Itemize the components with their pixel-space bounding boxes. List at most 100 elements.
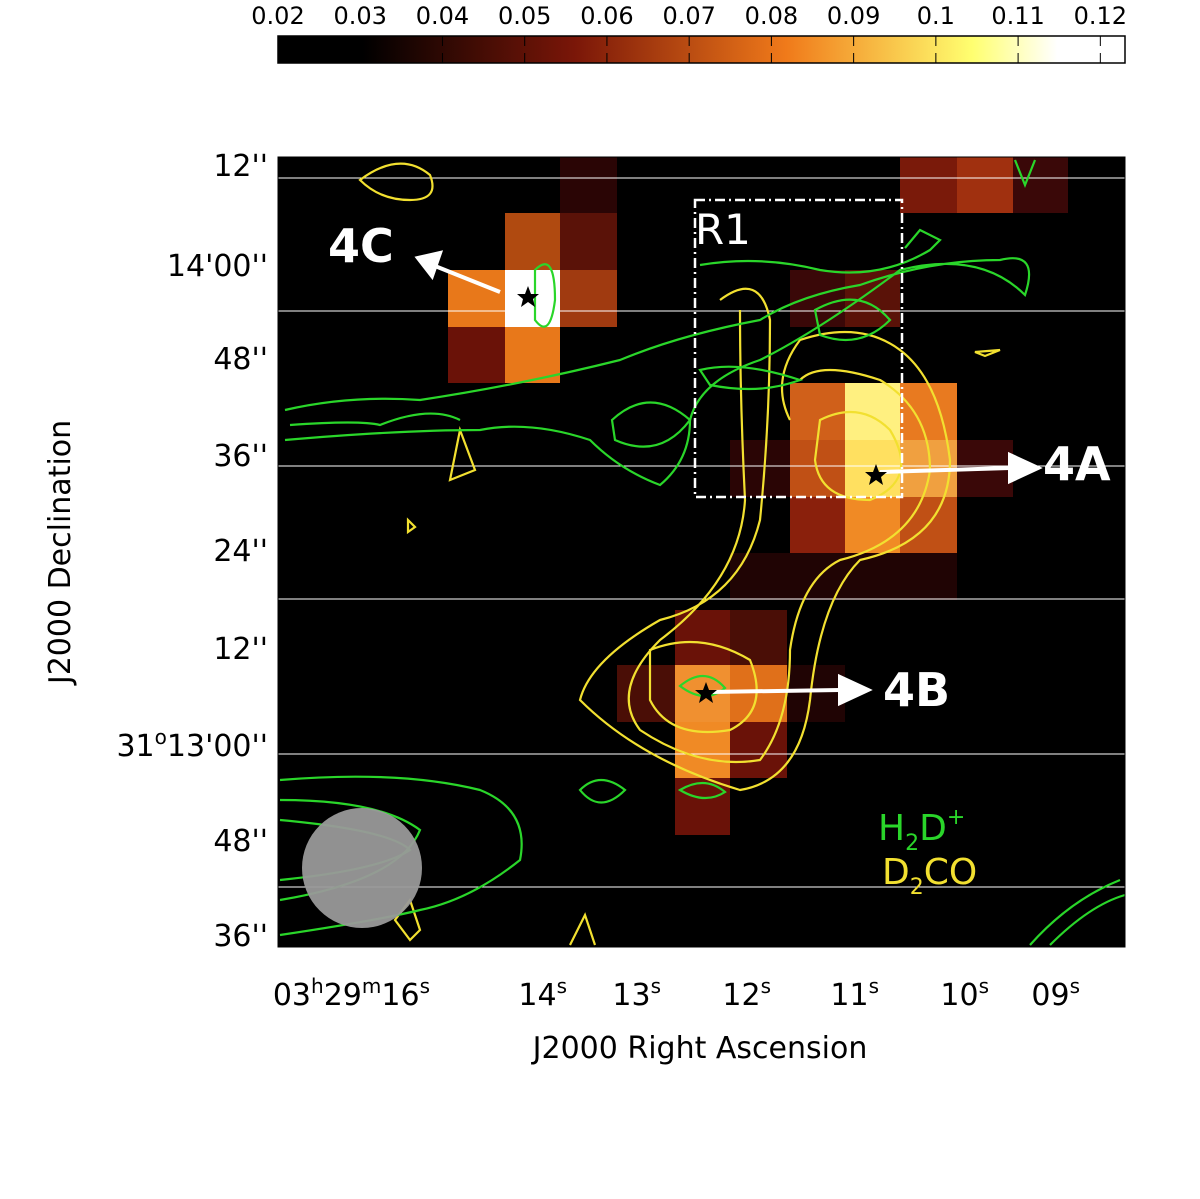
label-4b: 4B: [883, 663, 950, 717]
x-axis-label: J2000 Right Ascension: [531, 1031, 868, 1066]
legend-d2co: D2CO: [882, 852, 977, 900]
y-tick-label: 24'': [213, 534, 268, 569]
heatmap-cell: [730, 553, 957, 600]
heatmap-cell: [448, 327, 505, 383]
x-tick-label: 11s: [830, 974, 879, 1013]
stars: [517, 286, 887, 703]
text-part: s: [1070, 974, 1080, 998]
legend-h2d: H2D+: [878, 805, 965, 856]
text-part: 11: [830, 978, 868, 1013]
text-part: 2: [910, 875, 924, 900]
x-tick-label: 09s: [1031, 974, 1080, 1013]
text-part: D: [919, 808, 947, 849]
text-part: m: [362, 974, 381, 998]
y-tick-label: 48'': [213, 824, 268, 859]
heatmap-cell: [1013, 157, 1068, 213]
text-part: 16: [381, 978, 419, 1013]
text-part: 13: [612, 978, 650, 1013]
y-tick-label: 12'': [213, 149, 268, 184]
text-part: 12'': [213, 149, 268, 184]
text-part: 24'': [213, 534, 268, 569]
region-box: [693, 198, 904, 499]
text-part: 12: [722, 978, 760, 1013]
label-4a: 4A: [1043, 437, 1111, 491]
text-part: s: [420, 974, 430, 998]
text-part: s: [869, 974, 879, 998]
text-part: 48'': [213, 342, 268, 377]
text-part: H: [878, 808, 905, 849]
heatmap-cell: [675, 778, 730, 835]
text-part: D: [882, 852, 910, 893]
heatmap-cell: [845, 270, 900, 327]
text-part: +: [947, 805, 965, 830]
text-part: s: [557, 974, 567, 998]
colorbar-tick-label: 0.11: [991, 2, 1044, 30]
heatmap-cell: [900, 383, 957, 440]
x-tick-label: 14s: [518, 974, 567, 1013]
heatmap-cell: [505, 213, 560, 270]
text-part: s: [761, 974, 771, 998]
x-tick-label: 12s: [722, 974, 771, 1013]
heatmap-cell: [790, 497, 845, 553]
text-part: 36'': [213, 439, 268, 474]
text-part: s: [979, 974, 989, 998]
y-tick-label: 36'': [213, 439, 268, 474]
text-part: 31: [116, 729, 154, 764]
heatmap-cell: [675, 610, 730, 665]
plot-frame: [277, 156, 1126, 948]
arrows: [414, 250, 1043, 707]
beam: [302, 808, 422, 928]
x-tick-label: 03h29m16s: [273, 974, 430, 1013]
text-part: h: [311, 974, 324, 998]
colorbar: 0.02 0.03 0.04 0.05 0.06 0.07 0.08 0.09 0.1 0.11 0…: [251, 2, 1127, 64]
text-part: CO: [924, 852, 977, 893]
heatmap-cell: [560, 213, 617, 270]
text-part: 12'': [213, 632, 268, 667]
text-part: 36'': [213, 919, 268, 954]
x-tick-label: 13s: [612, 974, 661, 1013]
heatmap-cell: [560, 157, 617, 213]
colorbar-tick-label: 0.06: [580, 2, 633, 30]
label-4c: 4C: [328, 219, 394, 273]
text-part: 2: [905, 831, 919, 856]
colorbar-tick-label: 0.03: [334, 2, 387, 30]
heatmap-cell: [730, 440, 790, 497]
heatmap-cell: [790, 383, 845, 440]
text-part: 14'00'': [167, 249, 268, 284]
heatmap-cell: [845, 440, 900, 497]
heatmap-cell: [845, 497, 900, 553]
map: 4C 4A 4B R1 H2D+ D2CO: [278, 157, 1126, 947]
heatmap-cell: [730, 610, 787, 665]
heatmap-cell: [957, 157, 1013, 213]
colorbar-tick-label: 0.07: [662, 2, 715, 30]
colorbar-tick-label: 0.12: [1074, 2, 1127, 30]
y-axis-label: J2000 Declination: [43, 420, 78, 686]
heatmap-cell: [900, 157, 957, 213]
colorbar-tick-label: 0.02: [251, 2, 304, 30]
heatmap-cell: [617, 665, 675, 722]
text-part: 10: [940, 978, 978, 1013]
heatmap-cell: [560, 270, 617, 327]
text-part: s: [651, 974, 661, 998]
y-tick-label: 14'00'': [167, 249, 268, 284]
y-tick-label: 31o13'00'': [116, 725, 268, 764]
text-part: 09: [1031, 978, 1069, 1013]
heatmap-cell: [730, 722, 787, 778]
y-tick-label: 12'': [213, 632, 268, 667]
text-part: 29: [324, 978, 362, 1013]
text-part: 13'00'': [167, 729, 268, 764]
heatmap-cell: [505, 327, 560, 383]
heatmap-cell: [787, 665, 845, 722]
colorbar-tick-label: 0.1: [917, 2, 955, 30]
region-label: R1: [695, 205, 751, 254]
text-part: 48'': [213, 824, 268, 859]
heatmap-cell: [448, 270, 505, 327]
colorbar-tick-label: 0.09: [827, 2, 880, 30]
text-part: o: [155, 725, 167, 749]
text-part: 03: [273, 978, 311, 1013]
y-tick-label: 36'': [213, 919, 268, 954]
colorbar-tick-label: 0.05: [498, 2, 551, 30]
y-tick-label: 48'': [213, 342, 268, 377]
colorbar-tick-label: 0.04: [416, 2, 469, 30]
